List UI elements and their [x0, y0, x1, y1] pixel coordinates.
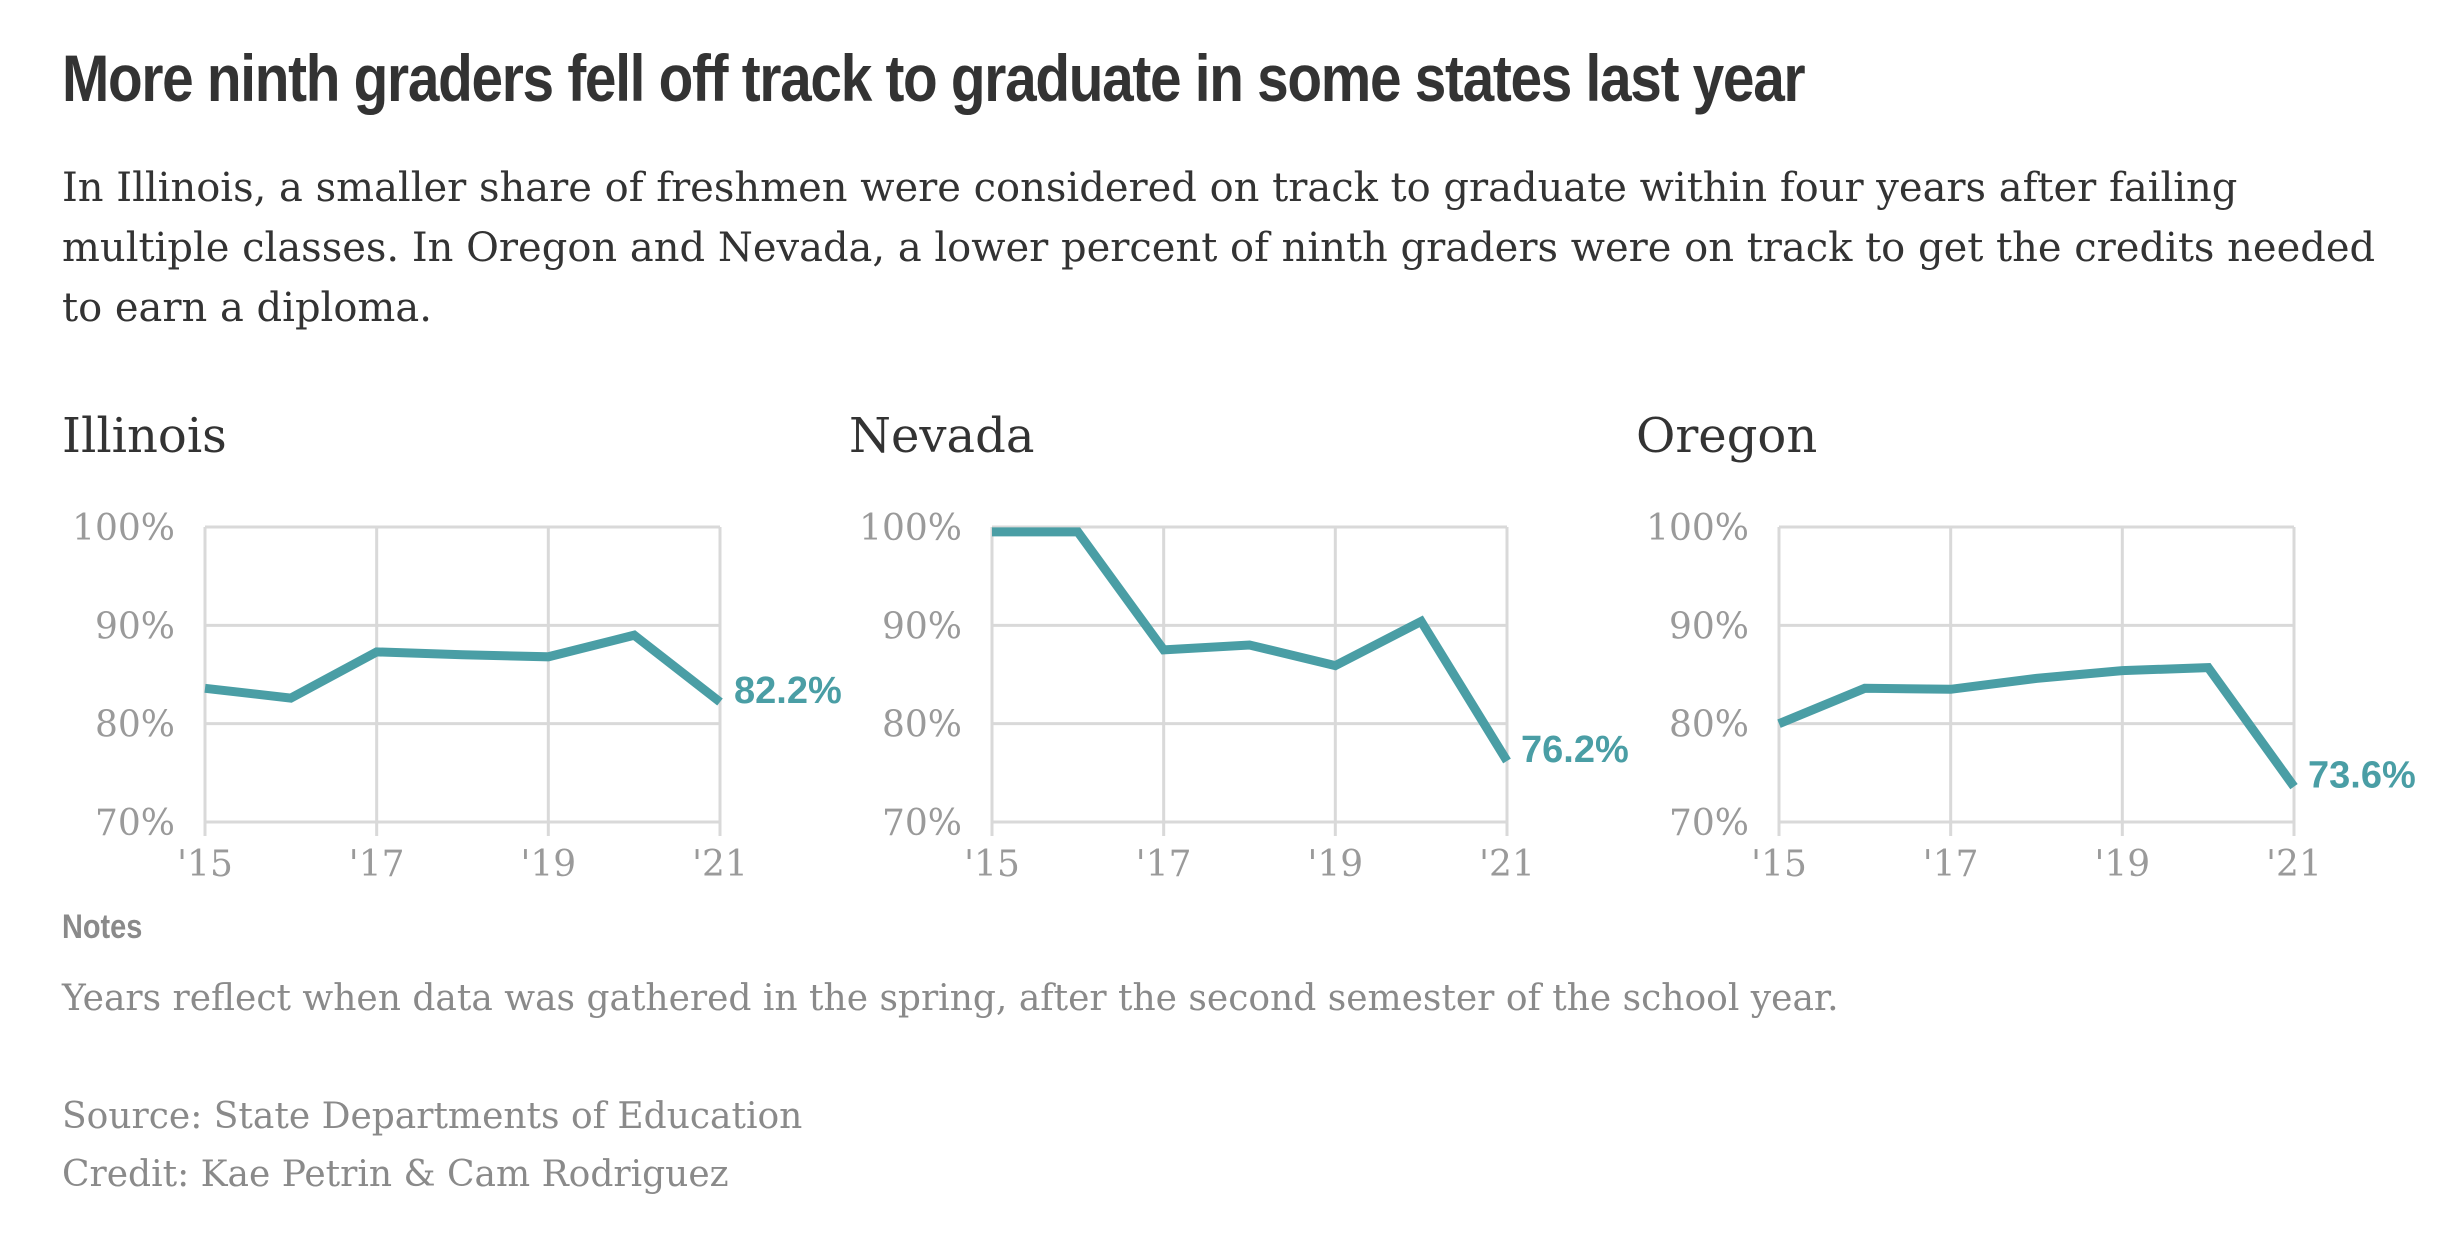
end-value-label-nevada: 76.2%	[1521, 729, 1629, 771]
series-line-nevada	[992, 527, 1511, 764]
notes-body: Years reflect when data was gathered in …	[62, 978, 1839, 1019]
data-point-illinois-2020	[633, 634, 635, 636]
data-point-nevada-2021	[1506, 760, 1508, 762]
data-point-oregon-2020	[2207, 667, 2209, 669]
panel-title-oregon: Oregon	[1636, 408, 1818, 464]
x-tick-label-2017: '17	[1923, 844, 1979, 885]
y-tick-label-80: 80%	[1669, 705, 1749, 746]
data-point-nevada-2017	[1163, 649, 1165, 651]
data-point-oregon-2015	[1778, 723, 1780, 725]
panel-title-nevada: Nevada	[849, 408, 1035, 464]
data-point-nevada-2015	[991, 531, 993, 533]
y-tick-label-90: 90%	[882, 606, 962, 647]
x-tick-label-2015: '15	[177, 844, 233, 885]
x-tick-label-2015: '15	[1751, 844, 1807, 885]
data-point-nevada-2019	[1334, 665, 1336, 667]
panel-title-illinois: Illinois	[62, 408, 227, 464]
x-tick-label-2019: '19	[520, 844, 576, 885]
chart-title: More ninth graders fell off track to gra…	[62, 41, 1806, 115]
y-tick-label-100: 100%	[859, 508, 962, 549]
x-tick-label-2017: '17	[349, 844, 405, 885]
chart-oregon: 100% 90% 80% 70%'15 '17 '19 '21 73.6%	[1646, 508, 2416, 885]
data-point-illinois-2016	[290, 697, 292, 699]
data-point-illinois-2015	[204, 687, 206, 689]
data-point-illinois-2018	[462, 654, 464, 656]
end-value-label-oregon: 73.6%	[2308, 755, 2416, 797]
end-value-label-illinois: 82.2%	[734, 670, 842, 712]
y-tick-label-100: 100%	[1646, 508, 1749, 549]
data-point-illinois-2021	[719, 701, 721, 703]
x-tick-label-2019: '19	[1307, 844, 1363, 885]
x-tick-label-2015: '15	[964, 844, 1020, 885]
credit-line: Credit: Kae Petrin & Cam Rodriguez	[62, 1154, 729, 1195]
chart-nevada: 100% 90% 80% 70%'15 '17 '19 '21 76.2%	[859, 508, 1629, 885]
y-tick-label-100: 100%	[72, 508, 175, 549]
data-point-oregon-2018	[2036, 677, 2038, 679]
x-tick-label-2017: '17	[1136, 844, 1192, 885]
series-line-oregon	[1777, 663, 2298, 790]
y-tick-label-90: 90%	[95, 606, 175, 647]
data-point-oregon-2016	[1864, 687, 1866, 689]
y-tick-label-70: 70%	[95, 803, 175, 844]
y-tick-label-70: 70%	[882, 803, 962, 844]
data-point-nevada-2016	[1077, 531, 1079, 533]
y-tick-label-70: 70%	[1669, 803, 1749, 844]
notes-heading: Notes	[62, 908, 143, 946]
y-tick-label-80: 80%	[95, 705, 175, 746]
data-point-oregon-2021	[2293, 786, 2295, 788]
source-line: Source: State Departments of Education	[62, 1096, 803, 1137]
x-tick-label-2021: '21	[1479, 844, 1535, 885]
data-point-nevada-2020	[1420, 620, 1422, 622]
chart-subtitle: In Illinois, a smaller share of freshmen…	[62, 165, 2376, 331]
data-point-illinois-2017	[376, 651, 378, 653]
chart-illinois: 100% 90% 80% 70%'15 '17 '19 '21 82.2%	[72, 508, 842, 885]
data-point-oregon-2019	[2121, 670, 2123, 672]
x-tick-label-2021: '21	[2266, 844, 2322, 885]
data-point-nevada-2018	[1249, 644, 1251, 646]
x-tick-label-2021: '21	[692, 844, 748, 885]
y-tick-label-80: 80%	[882, 705, 962, 746]
data-point-illinois-2019	[547, 656, 549, 658]
x-tick-label-2019: '19	[2094, 844, 2150, 885]
y-tick-label-90: 90%	[1669, 606, 1749, 647]
series-line-illinois	[204, 630, 723, 706]
data-point-oregon-2017	[1950, 688, 1952, 690]
